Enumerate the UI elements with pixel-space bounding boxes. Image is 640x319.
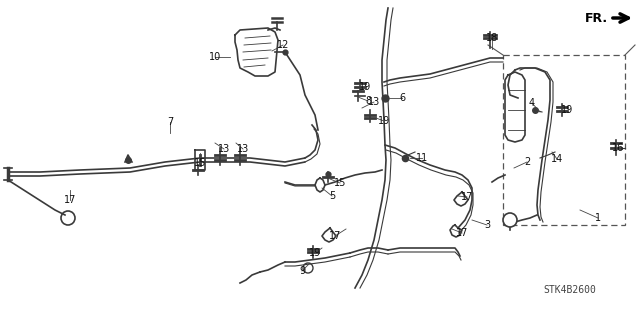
Text: 15: 15 bbox=[334, 178, 346, 188]
Bar bbox=[503, 55, 625, 225]
Text: 14: 14 bbox=[551, 154, 563, 164]
Text: 12: 12 bbox=[277, 40, 289, 50]
Text: 18: 18 bbox=[486, 33, 498, 43]
Text: 17: 17 bbox=[461, 192, 473, 202]
Text: 4: 4 bbox=[529, 98, 535, 108]
Text: 2: 2 bbox=[524, 157, 530, 167]
Text: 19: 19 bbox=[359, 82, 371, 92]
Text: 3: 3 bbox=[484, 220, 490, 230]
Text: FR.: FR. bbox=[585, 11, 608, 25]
Text: 13: 13 bbox=[237, 144, 249, 154]
Text: 8: 8 bbox=[365, 96, 371, 106]
Text: 17: 17 bbox=[64, 195, 76, 205]
Text: 5: 5 bbox=[329, 191, 335, 201]
Text: 7: 7 bbox=[167, 117, 173, 127]
Text: 9: 9 bbox=[299, 266, 305, 276]
Circle shape bbox=[503, 213, 517, 227]
Text: 17: 17 bbox=[329, 231, 341, 241]
Text: 19: 19 bbox=[561, 105, 573, 115]
Text: 19: 19 bbox=[378, 116, 390, 126]
Text: 15: 15 bbox=[194, 158, 206, 168]
Text: STK4B2600: STK4B2600 bbox=[543, 285, 596, 295]
Text: 13: 13 bbox=[218, 144, 230, 154]
Text: 11: 11 bbox=[416, 153, 428, 163]
Text: 6: 6 bbox=[399, 93, 405, 103]
Text: 17: 17 bbox=[456, 228, 468, 238]
Text: 19: 19 bbox=[309, 248, 321, 258]
Text: 10: 10 bbox=[209, 52, 221, 62]
Text: 16: 16 bbox=[612, 143, 624, 153]
Text: 1: 1 bbox=[595, 213, 601, 223]
Text: 13: 13 bbox=[368, 97, 380, 107]
